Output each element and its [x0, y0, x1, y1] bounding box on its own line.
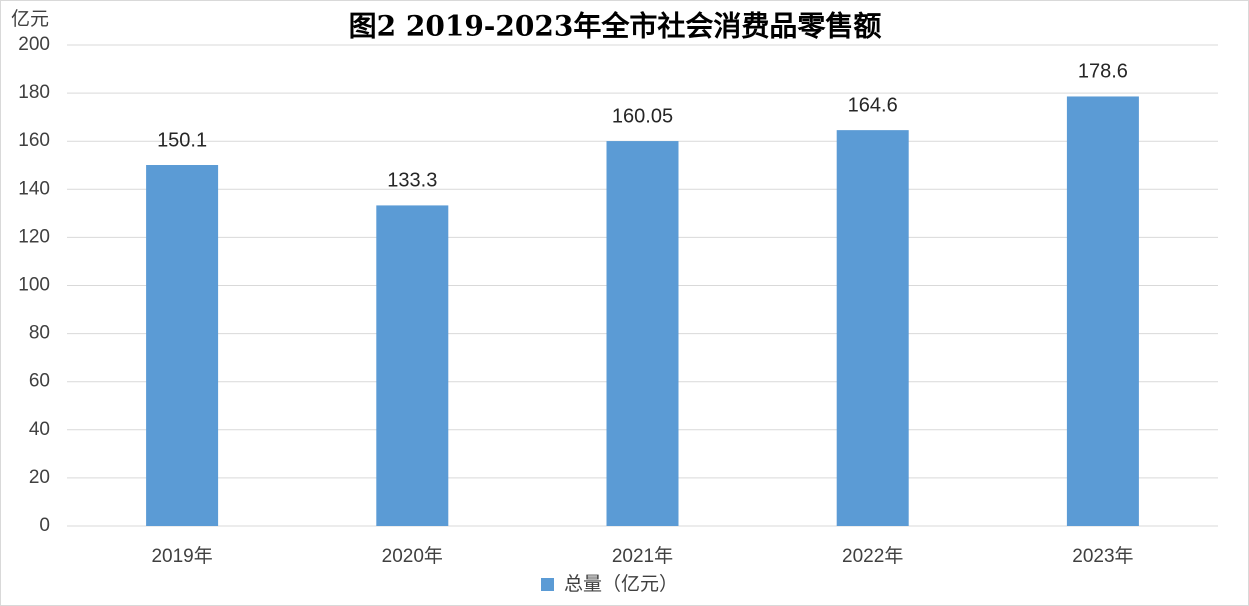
x-tick-label: 2021年: [612, 545, 673, 567]
y-tick-label: 60: [29, 371, 50, 392]
chart-title: 图2 2019-2023年全市社会消费品零售额: [349, 10, 882, 43]
bar: [836, 130, 909, 526]
value-label: 178.6: [1078, 61, 1128, 83]
y-tick-label: 100: [18, 275, 50, 296]
bar: [376, 205, 449, 526]
legend-label: 总量（亿元）: [564, 573, 678, 595]
bar: [606, 141, 679, 526]
x-tick-label: 2020年: [382, 545, 443, 567]
value-label: 160.05: [612, 105, 673, 127]
bar: [1066, 96, 1139, 526]
bar: [146, 165, 219, 526]
y-tick-label: 160: [18, 130, 50, 151]
y-axis-label: 亿元: [11, 8, 49, 30]
legend: 总量（亿元）: [541, 573, 678, 595]
y-tick-label: 0: [39, 515, 50, 536]
x-tick-label: 2022年: [842, 545, 903, 567]
legend-swatch: [541, 578, 554, 591]
y-tick-label: 140: [18, 178, 50, 199]
value-label: 164.6: [848, 94, 898, 116]
y-tick-label: 180: [18, 82, 50, 103]
y-tick-label: 200: [18, 34, 50, 55]
value-label: 133.3: [387, 170, 437, 192]
y-tick-label: 120: [18, 226, 50, 247]
y-tick-label: 40: [29, 419, 50, 440]
y-tick-label: 80: [29, 323, 50, 344]
value-label: 150.1: [157, 129, 207, 151]
x-tick-label: 2023年: [1072, 545, 1133, 567]
y-tick-label: 20: [29, 467, 50, 488]
x-tick-label: 2019年: [151, 545, 212, 567]
